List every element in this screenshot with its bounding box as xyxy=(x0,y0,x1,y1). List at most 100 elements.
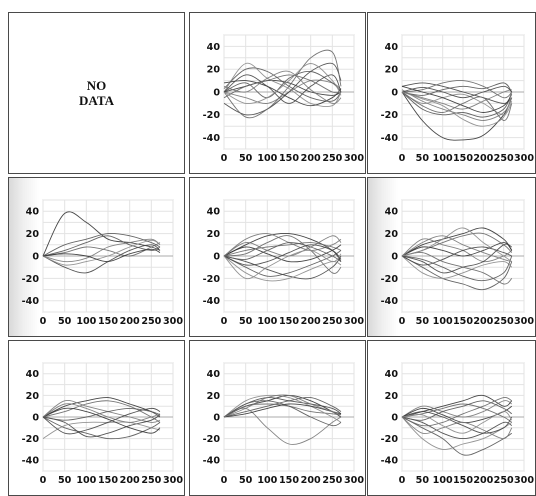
series-line xyxy=(401,80,513,99)
series-line xyxy=(223,235,342,274)
series-line xyxy=(223,255,342,280)
series-line xyxy=(401,91,513,116)
series-line xyxy=(42,407,161,435)
x-tick-label: 100 xyxy=(433,475,453,486)
x-tick-label: 0 xyxy=(40,475,47,486)
series-line xyxy=(223,244,342,266)
series-line xyxy=(401,85,513,113)
series-line xyxy=(42,407,161,421)
y-tick-label: -20 xyxy=(381,274,399,285)
y-tick-label: -20 xyxy=(22,434,40,445)
x-tick-label: 250 xyxy=(494,153,514,164)
series-line xyxy=(401,82,513,96)
y-tick-label: 0 xyxy=(391,87,398,98)
y-tick-label: 20 xyxy=(207,229,221,240)
x-tick-label: 250 xyxy=(322,316,342,327)
x-tick-label: 100 xyxy=(433,153,453,164)
x-tick-label: 100 xyxy=(257,316,277,327)
y-tick-label: 40 xyxy=(385,42,399,53)
x-tick-label: 200 xyxy=(473,475,493,486)
x-tick-label: 300 xyxy=(514,316,534,327)
series-line xyxy=(401,255,513,279)
x-tick-label: 250 xyxy=(494,475,514,486)
x-tick-label: 0 xyxy=(399,153,406,164)
series-group xyxy=(401,227,513,291)
y-tick-label: -40 xyxy=(381,456,399,467)
y-tick-label: 20 xyxy=(26,391,40,402)
y-tick-label: -40 xyxy=(381,296,399,307)
y-tick-label: -40 xyxy=(203,456,221,467)
x-tick-label: 300 xyxy=(163,475,183,486)
x-tick-label: 300 xyxy=(514,153,534,164)
series-line xyxy=(401,91,513,127)
series-line xyxy=(401,400,513,421)
series-line xyxy=(401,397,513,427)
chart-panel-7: 40 20 0 -20 -40 0 50 100 150 200 250 300 xyxy=(189,340,366,496)
series-line xyxy=(401,91,513,118)
x-tick-label: 0 xyxy=(221,153,228,164)
x-tick-label: 150 xyxy=(279,316,299,327)
series-group xyxy=(401,80,513,141)
series-line xyxy=(401,255,513,282)
series-line xyxy=(223,62,342,116)
x-tick-label: 50 xyxy=(58,316,72,327)
x-tick-label: 50 xyxy=(416,153,430,164)
series-line xyxy=(401,252,513,285)
no-data-panel: NO DATA xyxy=(8,12,185,174)
y-tick-label: -20 xyxy=(381,434,399,445)
y-tick-label: -20 xyxy=(203,110,221,121)
series-line xyxy=(223,62,342,107)
series-line xyxy=(401,82,513,104)
y-tick-label: 20 xyxy=(385,65,399,76)
x-tick-label: 200 xyxy=(473,316,493,327)
series-line xyxy=(401,246,512,266)
series-line xyxy=(401,416,513,440)
series-line xyxy=(223,394,342,418)
series-line xyxy=(42,248,161,263)
x-tick-label: 100 xyxy=(257,475,277,486)
y-tick-label: 0 xyxy=(32,251,39,262)
series-line xyxy=(401,227,513,257)
series-line xyxy=(42,235,161,257)
x-tick-label: 200 xyxy=(120,316,140,327)
y-tick-label: 0 xyxy=(213,412,220,423)
series-line xyxy=(42,407,161,434)
y-tick-label: 20 xyxy=(385,391,399,402)
x-tick-label: 250 xyxy=(141,475,161,486)
x-tick-label: 0 xyxy=(221,316,228,327)
series-line xyxy=(42,242,161,257)
x-tick-label: 250 xyxy=(141,316,161,327)
y-tick-label: -20 xyxy=(381,110,399,121)
series-group xyxy=(42,211,161,274)
series-line xyxy=(223,249,342,280)
y-tick-label: -20 xyxy=(22,274,40,285)
x-tick-label: 0 xyxy=(399,316,406,327)
x-tick-label: 150 xyxy=(279,475,299,486)
series-line xyxy=(42,239,161,266)
y-tick-label: 20 xyxy=(26,229,40,240)
series-line xyxy=(401,411,513,434)
x-tick-label: 300 xyxy=(344,316,364,327)
series-line xyxy=(401,242,513,257)
series-line xyxy=(42,233,161,257)
series-line xyxy=(223,70,342,99)
x-tick-label: 50 xyxy=(239,316,253,327)
x-tick-label: 50 xyxy=(239,153,253,164)
x-tick-label: 200 xyxy=(473,153,493,164)
x-tick-label: 50 xyxy=(416,316,430,327)
chart-panel-2: 40 20 0 -20 -40 0 50 100 150 200 250 300 xyxy=(367,12,536,174)
series-group xyxy=(401,394,513,456)
x-tick-label: 0 xyxy=(221,475,228,486)
y-tick-label: 0 xyxy=(213,251,220,262)
x-tick-label: 150 xyxy=(98,475,118,486)
no-data-line1: NO xyxy=(86,78,107,93)
x-tick-label: 250 xyxy=(494,316,514,327)
y-tick-label: -40 xyxy=(22,456,40,467)
series-line xyxy=(223,242,342,262)
series-line xyxy=(223,80,342,107)
x-tick-label: 50 xyxy=(58,475,72,486)
